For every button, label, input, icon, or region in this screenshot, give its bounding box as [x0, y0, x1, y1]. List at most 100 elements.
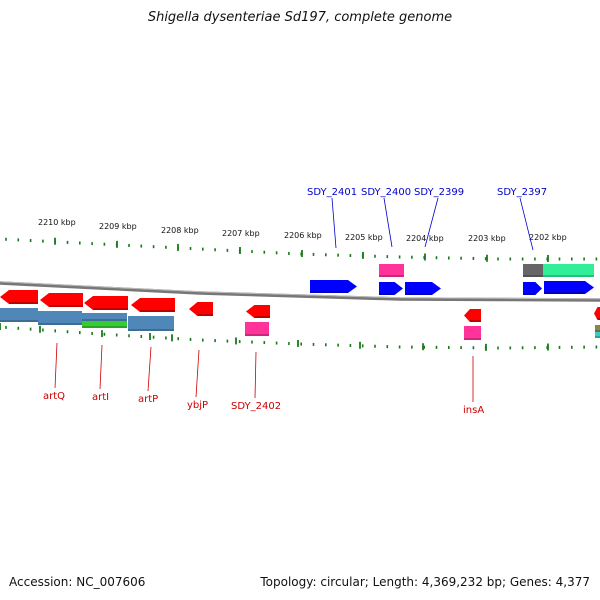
outer-scale-tick: [337, 253, 339, 257]
outer-scale-tick: [29, 239, 32, 243]
inner-scale-tick: [165, 336, 167, 340]
reverse-gene-label: artP: [138, 394, 158, 405]
outer-scale-tick: [571, 257, 573, 261]
scale-label: 2204 kbp: [406, 234, 444, 243]
feature-green-shadow: [543, 275, 594, 277]
feature-pink-shadow: [379, 275, 404, 277]
forward-gene-sdy-2401-shadow: [310, 291, 348, 293]
inner-scale-tick: [128, 334, 130, 338]
outer-scale-tick: [386, 255, 389, 259]
feature-edge: [595, 332, 600, 338]
forward-gene-sdy-2401: [310, 280, 357, 293]
outer-scale-tick: [398, 255, 401, 259]
genome-summary: Topology: circular; Length: 4,369,232 bp…: [260, 575, 590, 589]
outer-scale-tick: [460, 256, 462, 260]
reverse-gene-arti: [84, 296, 128, 310]
scale-label: 2205 kbp: [345, 233, 383, 242]
reverse-gene-label: SDY_2402: [231, 401, 281, 412]
outer-scale-tick: [558, 257, 561, 261]
feature-gray-shadow: [523, 275, 544, 277]
forward-gene-sdy-2399-shadow: [405, 293, 432, 295]
inner-scale-tick: [460, 346, 462, 350]
reverse-gene: [594, 307, 600, 320]
genome-backbone-highlight: [0, 281, 600, 300]
reverse-gene-artq-shadow: [49, 305, 83, 307]
reverse-gene-label: insA: [463, 405, 484, 416]
inner-scale-tick: [54, 329, 56, 333]
reverse-gene-artq: [40, 293, 83, 307]
inner-scale-tick: [91, 331, 93, 335]
inner-scale-tick: [521, 346, 524, 350]
inner-scale-major-tick: [39, 325, 41, 333]
outer-scale-tick: [435, 256, 438, 260]
feature-pink-shadow: [464, 338, 481, 340]
inner-scale-tick: [66, 330, 69, 334]
outer-scale-tick: [534, 257, 536, 261]
inner-scale-major-tick: [101, 330, 103, 338]
inner-scale-major-tick: [171, 334, 173, 342]
gene-label-leader: [383, 197, 393, 248]
forward-gene: [523, 282, 542, 295]
outer-scale-major-tick: [486, 254, 488, 262]
feature-blue-gray: [38, 311, 82, 325]
outer-scale-tick: [165, 245, 167, 249]
scale-label: 2203 kbp: [468, 234, 506, 243]
outer-scale-tick: [374, 254, 376, 258]
outer-scale-major-tick: [362, 251, 364, 259]
feature-pink: [245, 322, 269, 336]
reverse-gene-shadow: [9, 302, 38, 304]
gene-label-leader: [54, 342, 58, 389]
accession-label: Accession: NC_007606: [9, 575, 146, 589]
inner-scale-tick: [337, 343, 339, 347]
outer-scale-tick: [448, 256, 450, 260]
inner-scale-tick: [275, 341, 278, 345]
outer-scale-tick: [472, 256, 475, 260]
feature-edge: [595, 325, 600, 332]
scale-label: 2206 kbp: [284, 231, 322, 240]
reverse-gene-arti-shadow: [93, 308, 128, 310]
inner-scale-tick: [374, 344, 376, 348]
reverse-gene-label: ybjP: [187, 400, 208, 411]
inner-scale-tick: [238, 340, 241, 344]
inner-scale-tick: [189, 337, 192, 341]
scale-label: 2207 kbp: [222, 229, 260, 238]
inner-scale-tick: [583, 345, 585, 349]
outer-scale-tick: [263, 250, 266, 254]
inner-scale-tick: [386, 345, 389, 349]
inner-scale-tick: [5, 325, 7, 329]
feature-blue-gray-shadow: [0, 320, 38, 322]
outer-scale-tick: [595, 257, 598, 261]
gene-label-leader: [254, 351, 257, 399]
feature-blue-gray: [0, 308, 38, 322]
outer-scale-tick: [226, 248, 229, 252]
feature-lime-shadow: [82, 326, 127, 328]
inner-scale-tick: [349, 344, 352, 348]
reverse-gene-insa: [464, 309, 481, 322]
scale-label: 2210 kbp: [38, 218, 76, 227]
gene-label-leader: [424, 197, 439, 248]
inner-scale-tick: [300, 342, 302, 346]
feature-blue-gray-shadow: [38, 323, 82, 325]
inner-scale-tick: [226, 339, 229, 343]
outer-scale-major-tick: [239, 247, 241, 254]
feature-edge-shadow: [595, 330, 600, 332]
reverse-gene-shadow: [597, 318, 600, 320]
outer-scale-tick: [17, 238, 20, 242]
outer-scale-tick: [325, 253, 327, 257]
feature-blue-gray: [128, 316, 174, 331]
outer-scale-tick: [5, 237, 7, 241]
outer-scale-tick: [103, 242, 106, 246]
feature-blue-gray-shadow: [82, 319, 127, 321]
outer-scale-tick: [189, 247, 192, 251]
inner-scale-tick: [17, 326, 20, 330]
forward-gene-sdy-2397-shadow: [544, 292, 585, 294]
outer-scale-tick: [521, 257, 524, 261]
inner-scale-tick: [558, 345, 561, 349]
forward-gene-shadow: [523, 293, 536, 295]
forward-gene-sdy-2400-shadow: [379, 293, 395, 295]
genome-title: Shigella dysenteriae Sd197, complete gen…: [147, 10, 453, 25]
outer-scale-tick: [91, 242, 93, 246]
scale-label: 2202 kbp: [529, 233, 567, 242]
inner-scale-tick: [435, 345, 438, 349]
outer-scale-tick: [251, 250, 253, 254]
